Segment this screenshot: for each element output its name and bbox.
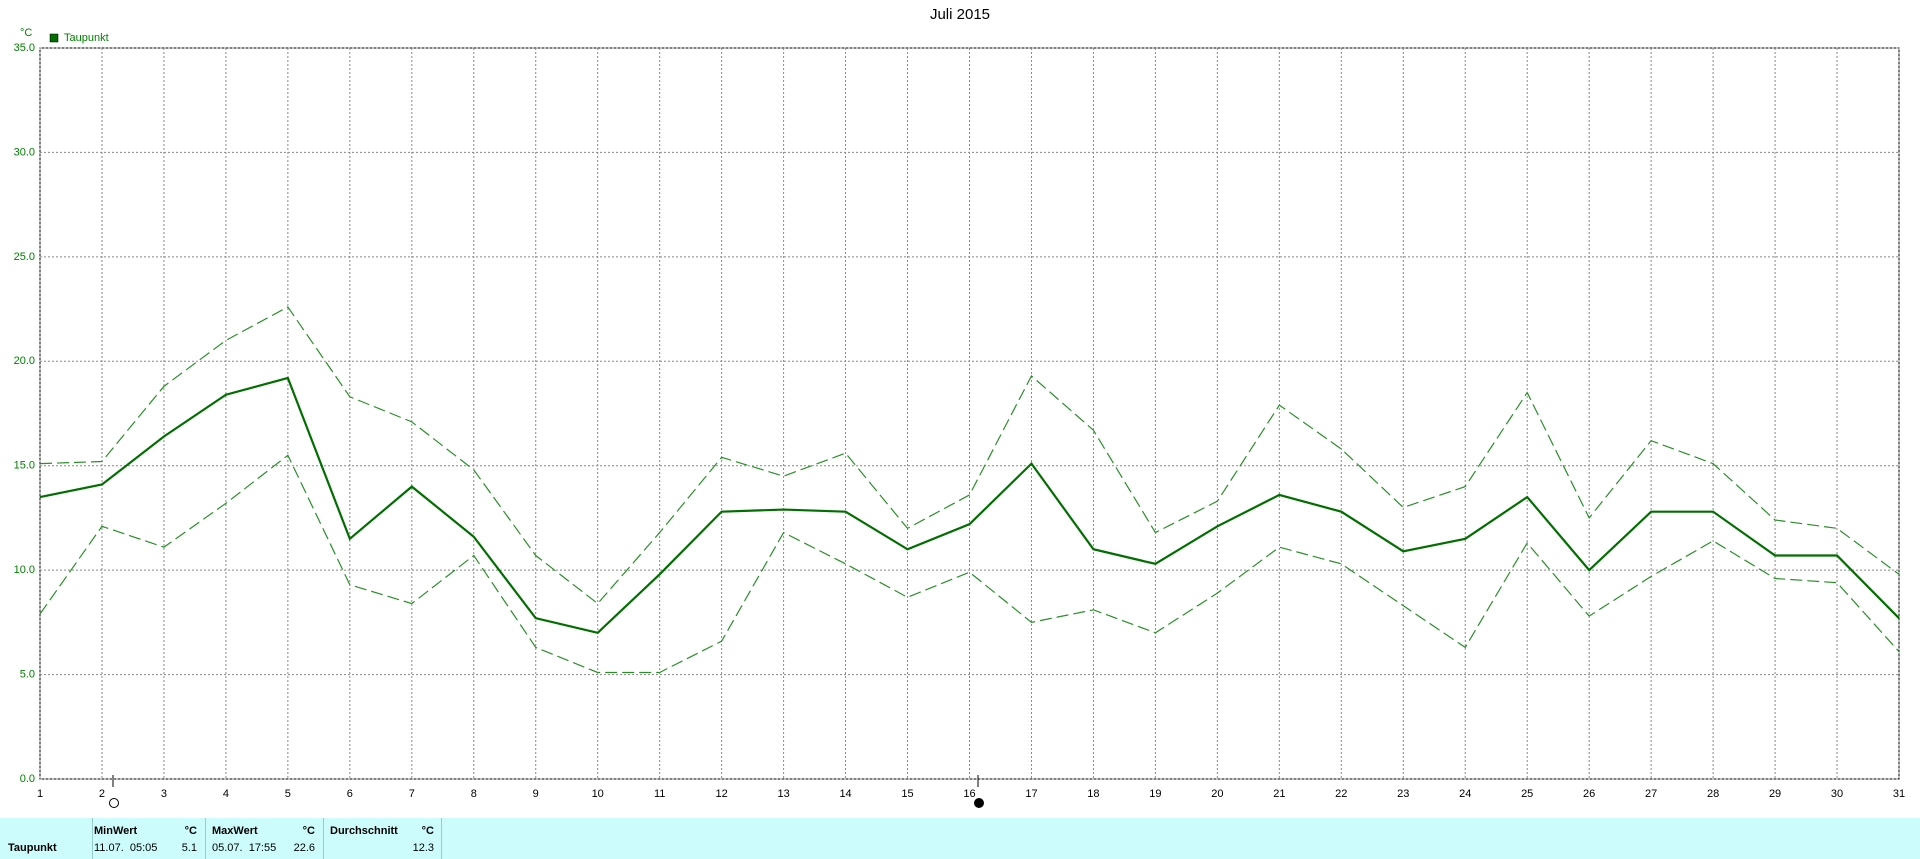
x-tick-label: 29: [1769, 788, 1781, 800]
y-tick-label: 25.0: [14, 251, 35, 263]
cell: 05.07. 17:55: [212, 842, 277, 854]
x-tick-label: 31: [1893, 788, 1905, 800]
header: °C: [421, 825, 434, 837]
x-tick-label: 30: [1831, 788, 1843, 800]
x-tick-label: 26: [1583, 788, 1595, 800]
separator: [205, 818, 206, 859]
legend-swatch: [49, 33, 59, 43]
y-tick-label: 0.0: [20, 773, 35, 785]
x-tick-label: 9: [533, 788, 539, 800]
y-tick-label: 15.0: [14, 460, 35, 472]
x-tick-label: 14: [839, 788, 851, 800]
summary-table: MinWert °C MaxWert °C Durchschnitt °C Ta…: [0, 818, 1920, 859]
x-tick-label: 2: [99, 788, 105, 800]
x-tick-label: 23: [1397, 788, 1409, 800]
cell: 22.6: [293, 842, 315, 854]
moon-icon: [974, 798, 984, 808]
series-line: [39, 376, 1900, 635]
cell: 11.07. 05:05: [94, 842, 158, 854]
x-tick-label: 16: [963, 788, 975, 800]
x-tick-label: 27: [1645, 788, 1657, 800]
series-line: [39, 454, 1900, 674]
cell: 5.1: [181, 842, 197, 854]
x-tick-label: 13: [777, 788, 789, 800]
x-tick-label: 21: [1273, 788, 1285, 800]
x-tick-label: 4: [223, 788, 229, 800]
x-tick-label: 1: [37, 788, 43, 800]
x-tick-label: 8: [471, 788, 477, 800]
legend-label: Taupunkt: [64, 32, 109, 44]
y-tick-label: 20.0: [14, 355, 35, 367]
x-tick-label: 19: [1149, 788, 1161, 800]
x-tick-label: 25: [1521, 788, 1533, 800]
y-tick-label: 10.0: [14, 564, 35, 576]
chart: Juli 2015 °C 0.0 5.0 10.0 15.0 20.0 25.0 30.0 3…: [14, 6, 1905, 808]
y-tick-label: 5.0: [20, 668, 35, 680]
separator: [323, 818, 324, 859]
separator: [441, 818, 442, 859]
x-tick-label: 24: [1459, 788, 1471, 800]
x-tick-label: 20: [1211, 788, 1223, 800]
cell: 12.3: [412, 842, 434, 854]
x-tick-label: 6: [347, 788, 353, 800]
x-tick-label: 10: [592, 788, 604, 800]
x-tick-label: 17: [1025, 788, 1037, 800]
header: Durchschnitt: [330, 825, 398, 837]
series-line: [39, 306, 1900, 605]
x-tick-label: 12: [716, 788, 728, 800]
x-tick-label: 22: [1335, 788, 1347, 800]
header: °C: [302, 825, 315, 837]
x-tick-label: 11: [654, 788, 665, 800]
y-tick-label: 30.0: [14, 146, 35, 158]
x-tick-label: 5: [285, 788, 291, 800]
y-unit: °C: [20, 27, 32, 39]
row-label: Taupunkt: [8, 842, 57, 854]
x-tick-label: 28: [1707, 788, 1719, 800]
separator: [92, 818, 93, 859]
header: °C: [184, 825, 197, 837]
header: MaxWert: [212, 825, 258, 837]
x-tick-label: 15: [901, 788, 913, 800]
header: MinWert: [94, 825, 138, 837]
y-tick-label: 35.0: [14, 42, 35, 54]
chart-title: Juli 2015: [930, 6, 990, 23]
x-tick-label: 18: [1087, 788, 1099, 800]
x-tick-label: 3: [161, 788, 167, 800]
moon-icon: [109, 798, 119, 808]
x-tick-label: 7: [409, 788, 415, 800]
